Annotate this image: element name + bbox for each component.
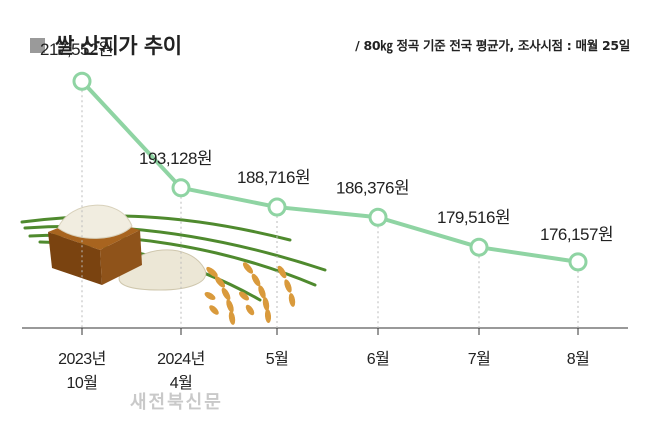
data-label: 217,552원 xyxy=(40,40,113,59)
x-tick-label: 6월 xyxy=(367,350,390,368)
rice-illustration-icon xyxy=(20,204,327,325)
title-bullet-icon xyxy=(30,37,45,53)
chart-title: 쌀 산지가 추이 xyxy=(30,30,182,60)
x-tick-label: 7월 xyxy=(468,350,491,368)
chart-title-text: 쌀 산지가 추이 xyxy=(55,34,182,58)
drop-lines xyxy=(81,90,579,328)
x-tick-label: 2023년 xyxy=(58,350,106,368)
x-tick-label: 2024년 xyxy=(157,350,205,368)
x-tick-labels: 2023년 10월 2024년 4월 5월 6월 7월 8월 xyxy=(58,350,590,392)
x-axis-ticks xyxy=(81,328,579,335)
data-point xyxy=(72,71,92,91)
data-label: 176,157원 xyxy=(540,225,613,244)
data-label: 179,516원 xyxy=(437,208,510,227)
watermark-text: 새전북신문 xyxy=(130,392,223,413)
x-tick-label: 4월 xyxy=(170,374,193,392)
x-tick-label: 8월 xyxy=(567,350,590,368)
data-labels: 217,552원 193,128원 188,716원 186,376원 179,516원… xyxy=(40,40,614,244)
x-tick-label: 10월 xyxy=(66,374,97,392)
data-label: 193,128원 xyxy=(139,149,212,168)
series-line xyxy=(80,79,579,264)
x-tick-label: 5월 xyxy=(266,350,289,368)
data-points xyxy=(72,71,588,272)
data-label: 186,376원 xyxy=(336,178,409,197)
data-point xyxy=(267,197,287,217)
data-point xyxy=(368,207,388,227)
data-point xyxy=(469,237,489,257)
data-label: 188,716원 xyxy=(237,168,310,187)
data-point xyxy=(171,178,191,198)
data-point xyxy=(568,252,588,272)
chart-subtitle: / 80㎏ 정곡 기준 전국 평균가, 조사시점 : 매월 25일 xyxy=(355,38,630,53)
